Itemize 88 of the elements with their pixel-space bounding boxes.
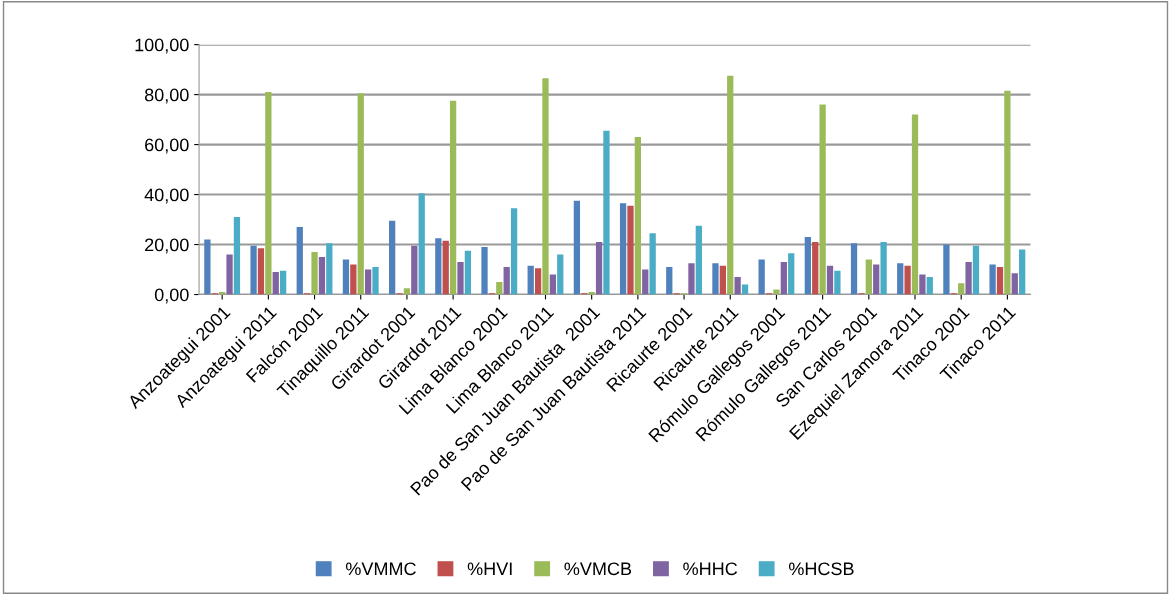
bar: [496, 282, 503, 295]
bar: [1019, 249, 1026, 295]
bar: [734, 277, 741, 295]
bar: [403, 288, 411, 295]
bar: [666, 267, 673, 295]
bar: [372, 267, 379, 295]
bar: [357, 93, 364, 295]
bar: [1011, 273, 1018, 295]
bar: [557, 254, 564, 295]
bar: [873, 264, 880, 295]
bar: [865, 259, 872, 295]
bar: [457, 262, 464, 295]
bar: [911, 114, 919, 295]
bar: [250, 245, 257, 295]
bar: [880, 242, 887, 295]
bar: [595, 242, 603, 295]
bar: [989, 264, 996, 295]
y-tick-label: 40,00: [144, 188, 189, 204]
y-tick-label: 60,00: [145, 138, 189, 154]
bar: [780, 262, 787, 295]
bar: [926, 277, 933, 295]
bar: [819, 104, 826, 295]
bar: [603, 130, 610, 295]
legend-label: %HVI: [467, 562, 512, 576]
bar: [965, 262, 972, 295]
bar: [773, 289, 780, 295]
bar: [958, 283, 965, 295]
bar: [279, 270, 287, 295]
bar: [712, 263, 719, 295]
bar: [233, 217, 241, 295]
legend-label: %VMMC: [345, 562, 416, 576]
y-tick-label: 80,00: [144, 88, 189, 104]
legend-label: %VMCB: [564, 562, 632, 576]
bar: [527, 265, 534, 295]
bar: [649, 233, 656, 295]
bar: [411, 245, 418, 295]
legend-label: %HHC: [683, 562, 738, 576]
bar: [364, 269, 372, 295]
bar: [226, 254, 233, 295]
y-tick-label: 20,00: [145, 238, 189, 254]
bar: [510, 208, 518, 295]
bar: [642, 269, 649, 295]
bar: [1004, 90, 1011, 295]
bar: [389, 220, 396, 295]
bar: [812, 242, 819, 295]
legend-label: %HCSB: [788, 562, 854, 576]
bar: [481, 247, 488, 295]
bar: [318, 257, 326, 295]
bar: [257, 248, 265, 295]
bar: [826, 265, 834, 295]
bar: [272, 272, 279, 295]
bar: [573, 200, 581, 295]
bar: [850, 243, 858, 295]
bar: [627, 205, 634, 295]
y-tick-label: 100,00: [135, 38, 189, 54]
bar: [265, 92, 272, 295]
bar: [972, 245, 980, 295]
bar: [204, 239, 211, 295]
bar: [542, 78, 549, 295]
bar: [342, 259, 350, 295]
bar: [435, 238, 442, 295]
bar: [904, 265, 911, 295]
bar: [418, 193, 425, 295]
y-tick-label: 0,00: [154, 288, 189, 304]
bar: [326, 243, 333, 295]
bar: [296, 227, 303, 295]
bar: [442, 240, 449, 295]
bar: [727, 75, 734, 295]
bar: [688, 263, 695, 295]
bar: [834, 270, 841, 295]
bar: [804, 237, 811, 295]
bar: [549, 274, 557, 295]
bar: [634, 137, 642, 295]
bar: [758, 259, 765, 295]
bar: [311, 252, 318, 295]
bar: [943, 244, 950, 295]
bar: [503, 267, 510, 295]
bar: [897, 263, 904, 295]
bar: [534, 268, 542, 295]
bar: [350, 264, 357, 295]
bar: [788, 253, 795, 295]
bar: [719, 265, 726, 295]
bar: [619, 203, 627, 295]
bar: [695, 225, 702, 295]
bar: [449, 100, 457, 295]
bar: [996, 267, 1004, 295]
bar: [919, 274, 926, 295]
bar: [464, 250, 472, 295]
